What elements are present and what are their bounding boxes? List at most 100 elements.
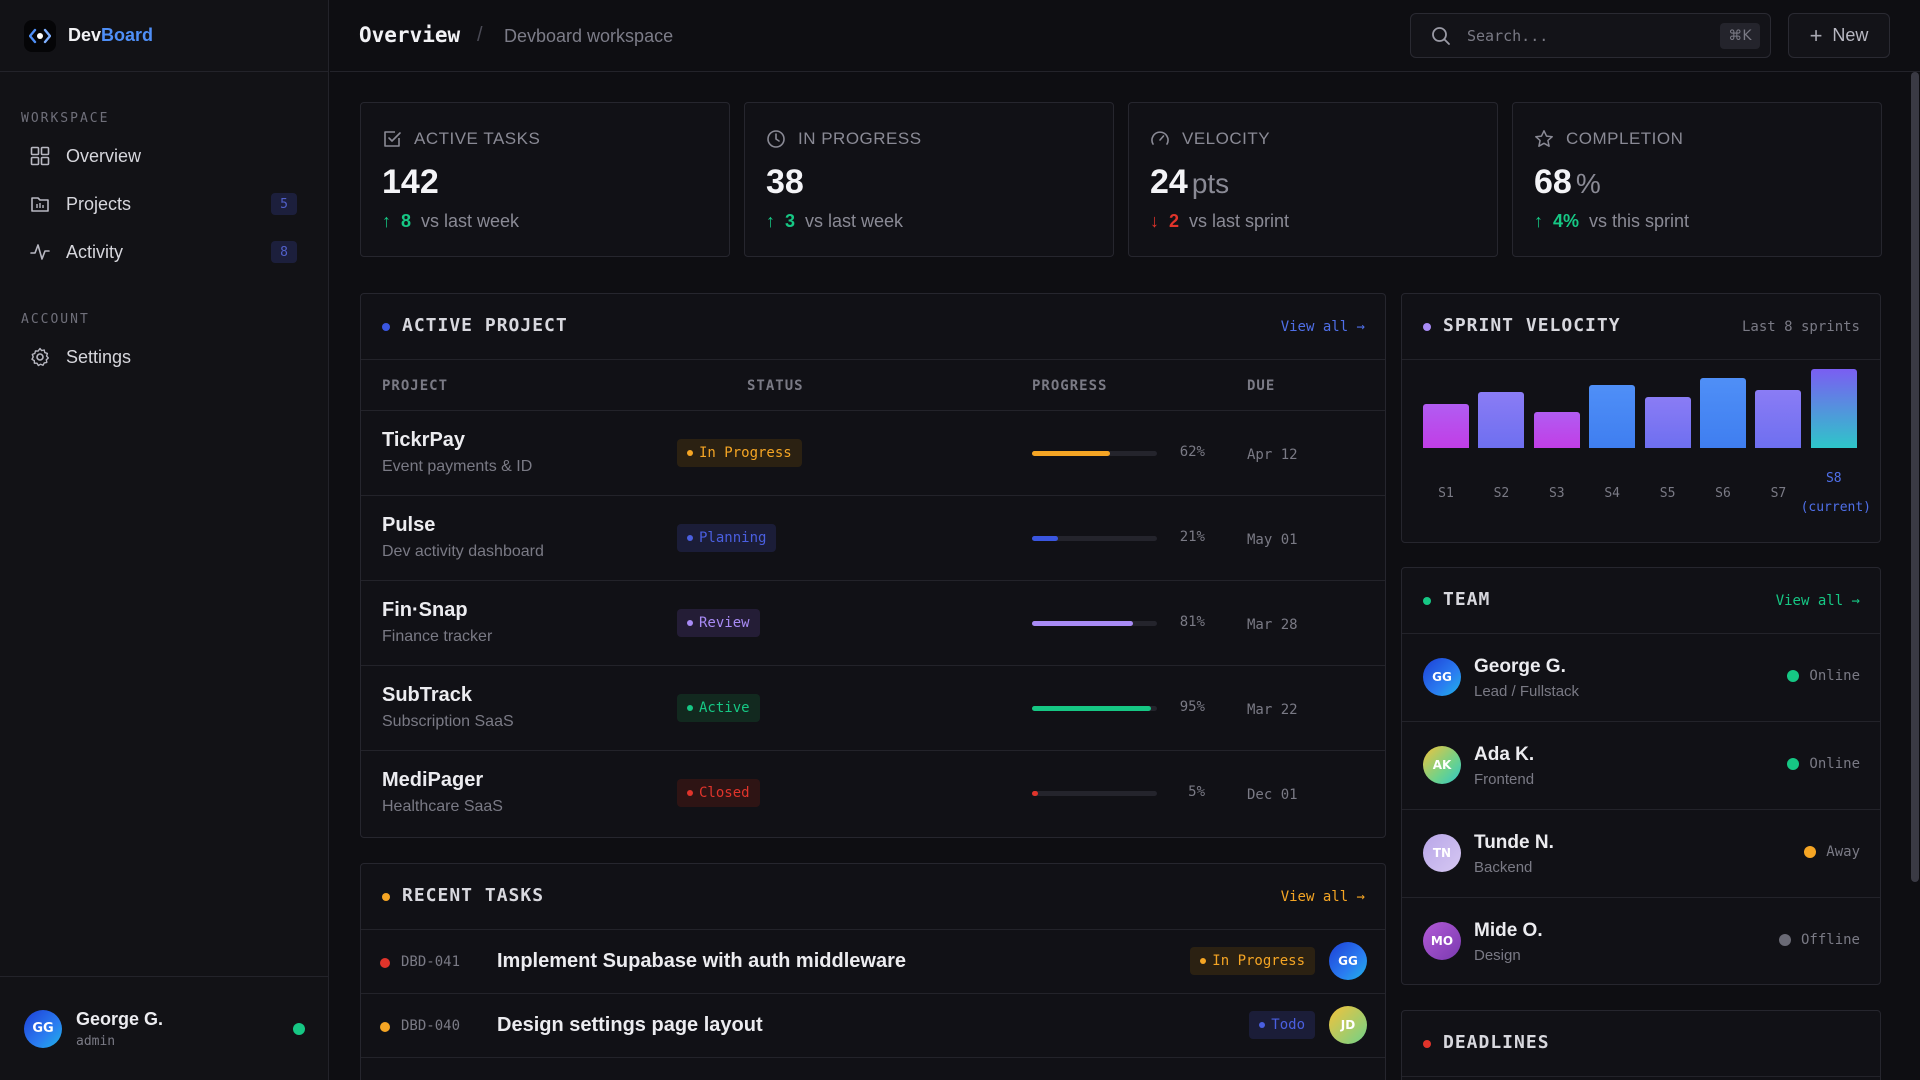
velocity-bar[interactable] [1423,404,1469,448]
status-dot [687,620,693,626]
project-description: Event payments & ID [382,458,533,475]
stat-label: COMPLETION [1566,129,1684,148]
table-row[interactable]: TickrPay Event payments & ID In Progress 62… [361,411,1385,496]
project-name[interactable]: SubTrack [382,684,473,706]
status-label: Away [1826,844,1860,860]
team-member-row[interactable]: AK Ada K. Frontend Online [1402,722,1880,810]
scrollbar[interactable] [1910,72,1920,1080]
due-date: Apr 12 [1247,447,1298,463]
search-input[interactable] [1467,23,1687,49]
member-role: Backend [1474,859,1533,876]
tasks-view-all-link[interactable]: View all → [1280,889,1365,905]
velocity-tick-label: S1 [1438,486,1454,501]
task-title[interactable]: Design settings page layout [497,1014,763,1036]
status-badge: Planning [677,524,777,552]
task-title[interactable]: Implement Supabase with auth middleware [497,950,906,972]
panel-title: DEADLINES [1443,1032,1550,1053]
user-name: George G. [76,1008,164,1029]
sidebar-item-label: Settings [66,346,132,367]
list-item[interactable]: DBD-041 Implement Supabase with auth midd… [361,930,1385,994]
search-box[interactable]: ⌘K [1410,13,1771,58]
new-button[interactable]: + New [1788,13,1890,58]
table-row[interactable]: Fin·Snap Finance tracker Review 81% Mar 28 [361,581,1385,666]
velocity-bar[interactable] [1700,378,1746,448]
project-name[interactable]: Fin·Snap [382,599,468,621]
table-row[interactable]: Pulse Dev activity dashboard Planning 21% Ma… [361,496,1385,581]
avatar[interactable]: JD [1329,1006,1367,1044]
list-item[interactable]: DBD-040 Design settings page layout Todo JD [361,994,1385,1058]
scrollbar-thumb[interactable] [1911,72,1919,882]
project-description: Dev activity dashboard [382,543,544,560]
stat-card-in-progress[interactable]: IN PROGRESS 38 ↑ 3 vs last week [744,102,1114,257]
due-date: Mar 22 [1247,702,1298,718]
sidebar-item-settings[interactable]: Settings [0,333,328,381]
project-name[interactable]: TickrPay [382,429,466,451]
velocity-bar[interactable] [1755,390,1802,448]
stat-label: VELOCITY [1182,129,1271,148]
avatar: MO [1423,922,1461,960]
velocity-tick-label: S2 [1493,486,1510,501]
progress-percent: 5% [1188,784,1205,800]
project-name[interactable]: Pulse [382,514,436,536]
member-name: Mide O. [1474,920,1543,941]
status-label: Offline [1800,932,1860,948]
star-icon [1535,130,1553,147]
projects-view-all-link[interactable]: View all → [1280,319,1365,335]
project-name[interactable]: MediPager [382,769,484,791]
stat-delta: ↑ 3 vs last week [766,211,904,231]
velocity-tick-label: S8 [1825,471,1842,486]
stat-value: 68% [1534,163,1601,201]
stat-card-completion[interactable]: COMPLETION 68% ↑ 4% vs this sprint [1512,102,1882,257]
sidebar-user-card[interactable]: GG George G. admin [0,976,329,1080]
team-member-row[interactable]: MO Mide O. Design Offline [1402,898,1880,984]
stat-card-velocity[interactable]: VELOCITY 24 pts ↓ 2 vs last sprint [1128,102,1498,257]
search-shortcut-hint: ⌘K [1720,23,1760,49]
activity-count-badge: 8 [271,241,297,263]
project-description: Subscription SaaS [382,713,514,730]
sidebar-item-overview[interactable]: Overview [0,132,328,180]
task-id: DBD-041 [401,954,461,970]
table-row[interactable]: SubTrack Subscription SaaS Active 95% Mar 22 [361,666,1385,751]
stat-card-active-tasks[interactable]: ACTIVE TASKS 142 ↑ 8 vs last week [360,102,730,257]
stat-unit: pts [1191,168,1230,199]
progress-percent: 62% [1179,444,1205,460]
progress-fill [1032,451,1110,456]
avatar[interactable]: GG [1329,942,1367,980]
team-view-all-link[interactable]: View all → [1775,593,1860,609]
status-badge: Review [677,609,760,637]
velocity-bar[interactable] [1478,392,1525,448]
column-header[interactable]: PROJECT [382,378,449,394]
panel-title: RECENT TASKS [402,885,545,906]
due-date: May 01 [1247,532,1298,548]
progress-bar [1032,791,1157,796]
velocity-bar[interactable] [1533,412,1580,448]
status-label: Todo [1271,1017,1305,1033]
column-header[interactable]: PROGRESS [1032,378,1108,394]
velocity-tick-label: S5 [1659,486,1676,501]
sidebar-item-projects[interactable]: Projects 5 [0,180,328,228]
progress-bar [1032,536,1157,541]
panel-title: TEAM [1443,589,1491,610]
panel-dot [1423,323,1431,331]
velocity-bar[interactable] [1810,369,1857,448]
column-header[interactable]: STATUS [747,378,804,394]
status-dot [687,450,693,456]
new-button-label: New [1832,25,1869,45]
team-member-row[interactable]: GG George G. Lead / Fullstack Online [1402,634,1880,722]
column-header[interactable]: DUE [1247,378,1276,394]
plus-icon: + [1809,22,1823,48]
project-description: Healthcare SaaS [382,798,503,815]
panel-dot [1423,1040,1431,1048]
due-date: Dec 01 [1247,787,1298,803]
status-label: Online [1809,668,1860,684]
progress-percent: 95% [1179,699,1205,715]
velocity-bar[interactable] [1644,397,1691,448]
breadcrumb[interactable]: Devboard workspace [504,26,674,46]
table-row[interactable]: MediPager Healthcare SaaS Closed 5% Dec 01 [361,751,1385,836]
brand[interactable]: DevBoard [0,0,328,72]
sidebar-item-activity[interactable]: Activity 8 [0,228,328,276]
velocity-tick-label: S6 [1715,486,1731,501]
team-member-row[interactable]: TN Tunde N. Backend Away [1402,810,1880,898]
status-badge: Active [677,694,760,722]
velocity-bar[interactable] [1589,385,1636,448]
